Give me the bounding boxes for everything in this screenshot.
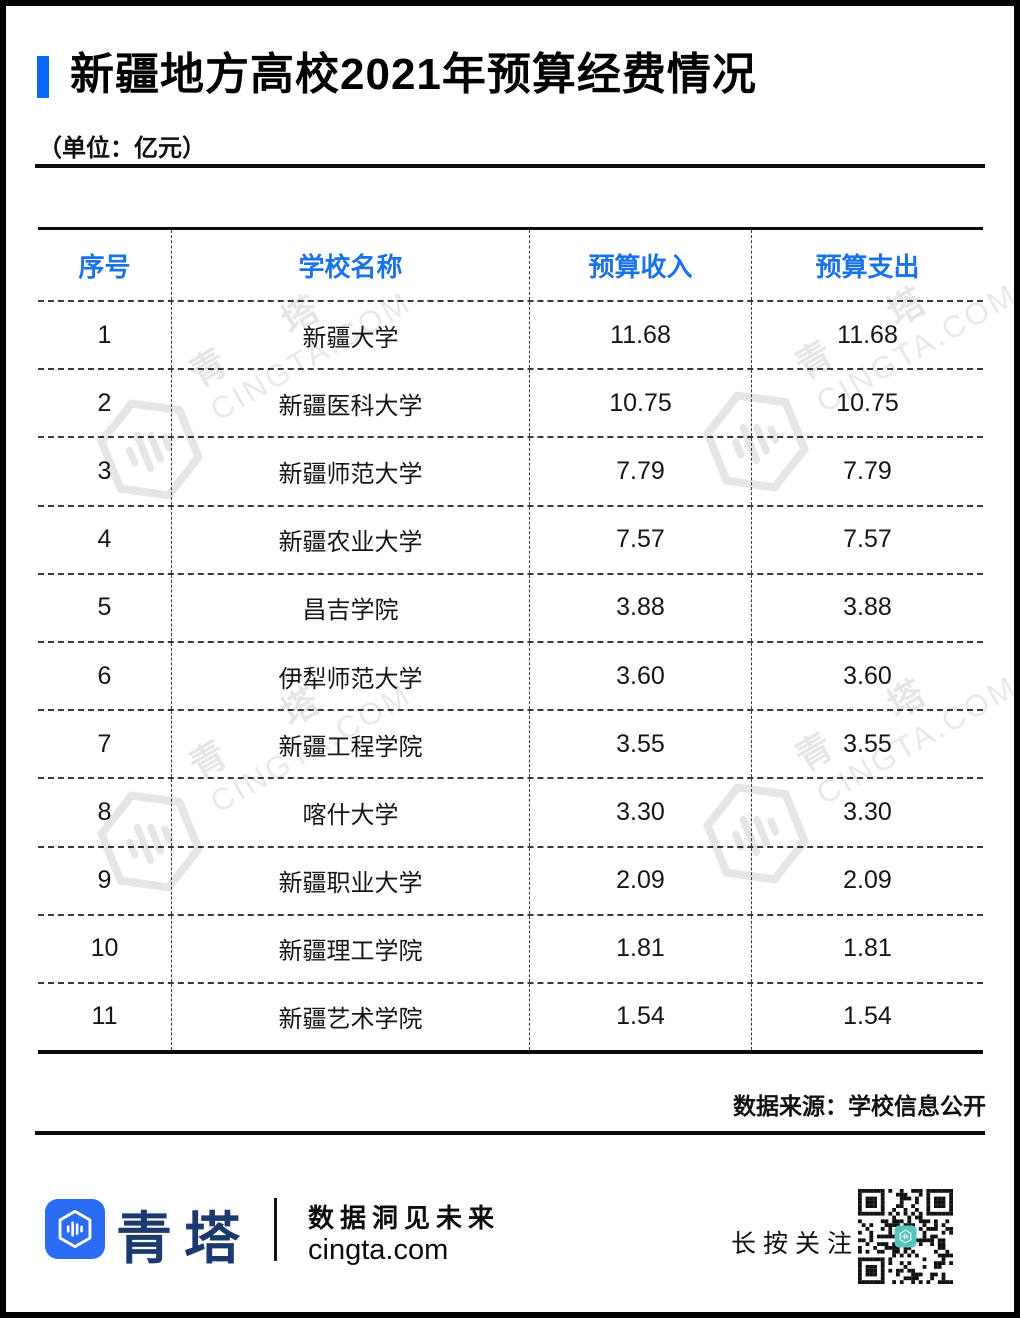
brand-name: 青塔 bbox=[116, 1209, 252, 1271]
budget-income: 3.60 bbox=[530, 642, 752, 710]
budget-income: 7.79 bbox=[530, 438, 752, 505]
budget-expense: 1.81 bbox=[843, 934, 892, 963]
row-index: 9 bbox=[38, 847, 172, 914]
row-index: 10 bbox=[38, 915, 172, 982]
budget-income: 1.81 bbox=[530, 915, 752, 982]
table-row: 2 新疆医科大学 10.75 10.75 bbox=[38, 368, 983, 437]
budget-expense: 11.68 bbox=[837, 320, 898, 349]
row-index: 7 bbox=[38, 711, 172, 778]
row-index: 1 bbox=[38, 302, 172, 369]
row-index: 6 bbox=[38, 642, 172, 710]
school-name: 昌吉学院 bbox=[172, 574, 530, 641]
budget-expense: 7.57 bbox=[843, 525, 892, 554]
school-name: 新疆艺术学院 bbox=[172, 983, 530, 1051]
header-divider bbox=[35, 164, 985, 168]
table-row: 9 新疆职业大学 2.09 2.09 bbox=[38, 845, 983, 914]
budget-income: 3.88 bbox=[530, 574, 752, 641]
budget-expense: 1.54 bbox=[843, 1002, 892, 1031]
table-header-row: 序号 学校名称 预算收入 预算支出 bbox=[38, 230, 983, 300]
title-accent-bar bbox=[37, 56, 49, 98]
column-header-budget-expense: 预算支出 bbox=[815, 251, 920, 282]
school-name: 新疆大学 bbox=[172, 302, 530, 369]
table-row: 5 昌吉学院 3.88 3.88 bbox=[38, 572, 983, 641]
cingta-logo bbox=[45, 1199, 105, 1259]
source-note: 数据来源：学校信息公开 bbox=[733, 1093, 986, 1119]
table-row: 10 新疆理工学院 1.81 1.81 bbox=[38, 913, 983, 982]
site-url: cingta.com bbox=[308, 1234, 449, 1266]
school-name: 新疆农业大学 bbox=[172, 506, 530, 573]
wechat-qr-code bbox=[858, 1189, 953, 1284]
budget-income: 10.75 bbox=[530, 370, 752, 437]
row-index: 5 bbox=[38, 574, 172, 641]
table-row: 7 新疆工程学院 3.55 3.55 bbox=[38, 709, 983, 778]
follow-label: 长按关注 bbox=[731, 1230, 860, 1258]
cingta-hexagon-icon bbox=[54, 1208, 96, 1250]
budget-table: 序号 学校名称 预算收入 预算支出 1 新疆大学 11.68 11.68 2 新疆医科大学 10.… bbox=[38, 227, 983, 1055]
budget-income: 3.30 bbox=[530, 779, 752, 846]
school-name: 伊犁师范大学 bbox=[172, 642, 530, 710]
budget-expense: 10.75 bbox=[836, 388, 899, 417]
table-row: 8 喀什大学 3.30 3.30 bbox=[38, 777, 983, 846]
school-name: 新疆工程学院 bbox=[172, 711, 530, 778]
row-index: 2 bbox=[38, 370, 172, 437]
table-row: 4 新疆农业大学 7.57 7.57 bbox=[38, 504, 983, 573]
table-row: 6 伊犁师范大学 3.60 3.60 bbox=[38, 640, 983, 710]
row-index: 3 bbox=[38, 438, 172, 505]
school-name: 新疆职业大学 bbox=[172, 847, 530, 914]
column-header-row-index: 序号 bbox=[38, 230, 172, 300]
budget-expense: 7.79 bbox=[843, 456, 892, 485]
budget-expense: 3.60 bbox=[843, 661, 892, 690]
budget-expense: 2.09 bbox=[843, 866, 892, 895]
table-row: 11 新疆艺术学院 1.54 1.54 bbox=[38, 981, 983, 1051]
table-row: 3 新疆师范大学 7.79 7.79 bbox=[38, 436, 983, 505]
school-name: 新疆理工学院 bbox=[172, 915, 530, 982]
school-name: 喀什大学 bbox=[172, 779, 530, 846]
budget-expense: 3.88 bbox=[843, 593, 892, 622]
column-header-school-name: 学校名称 bbox=[172, 230, 530, 300]
brand-slogan: 数据洞见未来 bbox=[308, 1203, 501, 1233]
footer-divider-line bbox=[35, 1131, 985, 1135]
row-index: 8 bbox=[38, 779, 172, 846]
table-row: 1 新疆大学 11.68 11.68 bbox=[38, 300, 983, 369]
row-index: 11 bbox=[38, 983, 172, 1051]
school-name: 新疆师范大学 bbox=[172, 438, 530, 505]
budget-income: 11.68 bbox=[530, 302, 752, 369]
column-header-budget-income: 预算收入 bbox=[530, 230, 752, 300]
row-index: 4 bbox=[38, 506, 172, 573]
page-title: 新疆地方高校2021年预算经费情况 bbox=[70, 50, 757, 99]
budget-income: 2.09 bbox=[530, 847, 752, 914]
budget-income: 3.55 bbox=[530, 711, 752, 778]
school-name: 新疆医科大学 bbox=[172, 370, 530, 437]
brand-slogan-divider bbox=[274, 1198, 277, 1261]
budget-expense: 3.55 bbox=[843, 729, 892, 758]
budget-expense: 3.30 bbox=[843, 797, 892, 826]
budget-income: 7.57 bbox=[530, 506, 752, 573]
budget-income: 1.54 bbox=[530, 983, 752, 1051]
unit-note: （单位：亿元） bbox=[38, 135, 206, 162]
